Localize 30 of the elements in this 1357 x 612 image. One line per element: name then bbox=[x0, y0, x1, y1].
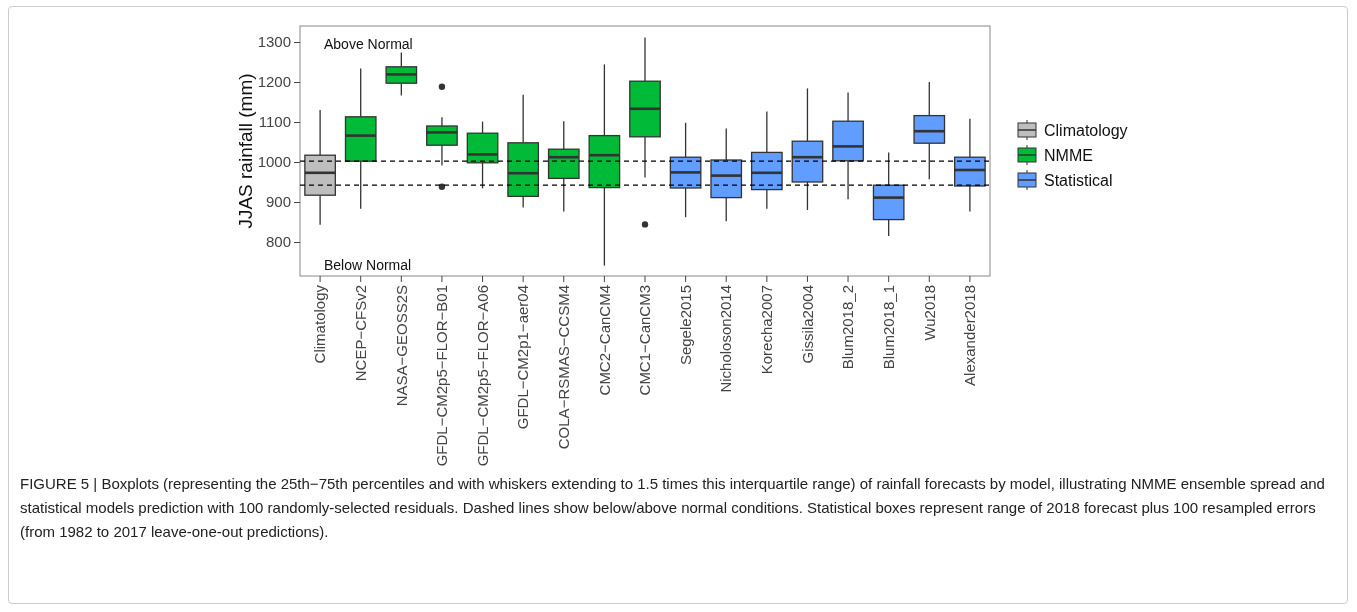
x-tick-label: COLA−RSMAS−CCSM4 bbox=[555, 285, 573, 450]
y-tick-label: 1100 bbox=[258, 113, 291, 131]
x-tick-label: NASA−GEOSS2S bbox=[392, 285, 410, 407]
annotation: Above Normal bbox=[324, 36, 413, 52]
x-tick-label: Blum2018_1 bbox=[879, 285, 897, 370]
y-tick-label: 1200 bbox=[257, 73, 291, 91]
y-tick-label: 800 bbox=[265, 233, 291, 251]
x-tick-label: NCEP−CFSv2 bbox=[351, 285, 369, 382]
x-tick-label: Climatology bbox=[311, 284, 329, 364]
x-tick-label: Alexander2018 bbox=[961, 285, 979, 386]
caption: FIGURE 5 | Boxplots (representing the 25th−75th percentiles and with whiskers extending to 1.5 times this interquartile range) of rainfall forecasts by model, illustrating NMME ensemble spread and statistical models prediction with 100 randomly-selected residuals. Dashed lines show below/above normal conditions. Statistical boxes represent range of 2018 forecast plus 100 resampled errors (from 1982 to 2017 leave-one-out predictions). bbox=[20, 474, 1326, 542]
legend-label: NMME bbox=[1044, 147, 1093, 164]
y-tick-label: 1000 bbox=[257, 153, 291, 171]
x-tick-label: GFDL−CM2p5−FLOR−B01 bbox=[433, 285, 451, 467]
y-axis-title: JJAS rainfall (mm) bbox=[235, 73, 256, 229]
x-tick-label: Nicholoson2014 bbox=[717, 285, 735, 393]
legend-label: Statistical bbox=[1044, 172, 1113, 189]
x-tick-label: GFDL−CM2p5−FLOR−A06 bbox=[473, 285, 491, 467]
x-tick-label: Wu2018 bbox=[920, 285, 938, 341]
x-tick-label: Segele2015 bbox=[676, 285, 694, 366]
x-tick-label: GFDL−CM2p1−aer04 bbox=[514, 285, 532, 430]
x-tick-label: Korecha2007 bbox=[758, 285, 776, 375]
x-tick-label: CMC2−CanCM4 bbox=[595, 285, 613, 396]
legend-label: Climatology bbox=[1044, 122, 1128, 139]
y-tick-label: 1300 bbox=[257, 33, 291, 51]
x-tick-label: Blum2018_2 bbox=[839, 285, 857, 370]
x-tick-label: Gissila2004 bbox=[798, 285, 816, 364]
x-tick-label: CMC1−CanCM3 bbox=[636, 285, 654, 396]
y-tick-label: 900 bbox=[265, 193, 291, 211]
annotation: Below Normal bbox=[324, 257, 412, 273]
